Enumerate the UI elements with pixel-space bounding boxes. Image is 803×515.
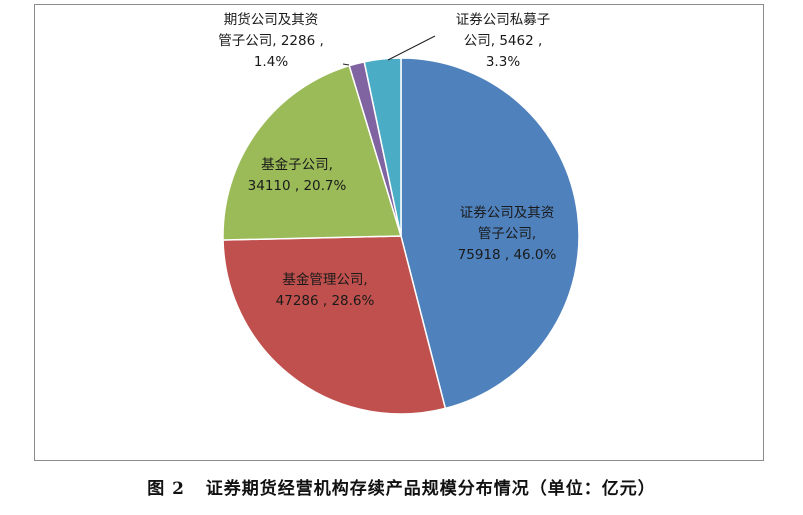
- data-label-line: 基金管理公司,: [282, 271, 367, 288]
- leader-line-futures-am: [342, 63, 350, 66]
- pie-slice-securities-private: [363, 57, 402, 237]
- data-label-line: 证券公司私募子: [456, 12, 551, 28]
- pie-chart: 证券公司及其资管子公司, 75918 , 46.0% 基金管理公司, 47286 , …: [218, 11, 580, 415]
- pie-slice-securities-am: [400, 57, 580, 410]
- data-label-securities-am: 证券公司及其资管子公司, 75918 , 46.0%: [458, 205, 557, 263]
- data-label-line: 基金子公司,: [261, 156, 333, 173]
- data-label-fund-subsidiary: 基金子公司, 34110 , 20.7%: [248, 156, 347, 194]
- pie-slice-fund-subsidiary: [222, 64, 403, 241]
- data-label-line: 75918 , 46.0%: [458, 247, 557, 263]
- data-label-line: 管子公司, 2286 ,: [218, 33, 324, 49]
- data-label-futures-am: 期货公司及其资管子公司, 2286 , 1.4%: [218, 11, 324, 70]
- data-label-line: 管子公司,: [478, 226, 536, 242]
- data-label-line: 期货公司及其资: [224, 11, 319, 28]
- data-label-line: 1.4%: [254, 54, 288, 70]
- pie-slice-fund-management: [222, 235, 447, 415]
- data-label-securities-private: 证券公司私募子公司, 5462 , 3.3%: [456, 12, 551, 70]
- data-label-fund-management: 基金管理公司, 47286 , 28.6%: [276, 271, 375, 309]
- data-label-line: 3.3%: [486, 54, 520, 70]
- figure-caption: 图 2 证券期货经营机构存续产品规模分布情况（单位：亿元）: [147, 479, 656, 499]
- data-label-line: 公司, 5462 ,: [464, 33, 543, 49]
- data-label-line: 证券公司及其资: [460, 205, 555, 221]
- data-label-line: 34110 , 20.7%: [248, 178, 347, 194]
- leader-line-securities-private: [387, 35, 436, 61]
- chart-frame: 证券公司及其资管子公司, 75918 , 46.0% 基金管理公司, 47286 , …: [34, 4, 764, 461]
- data-label-line: 47286 , 28.6%: [276, 293, 375, 309]
